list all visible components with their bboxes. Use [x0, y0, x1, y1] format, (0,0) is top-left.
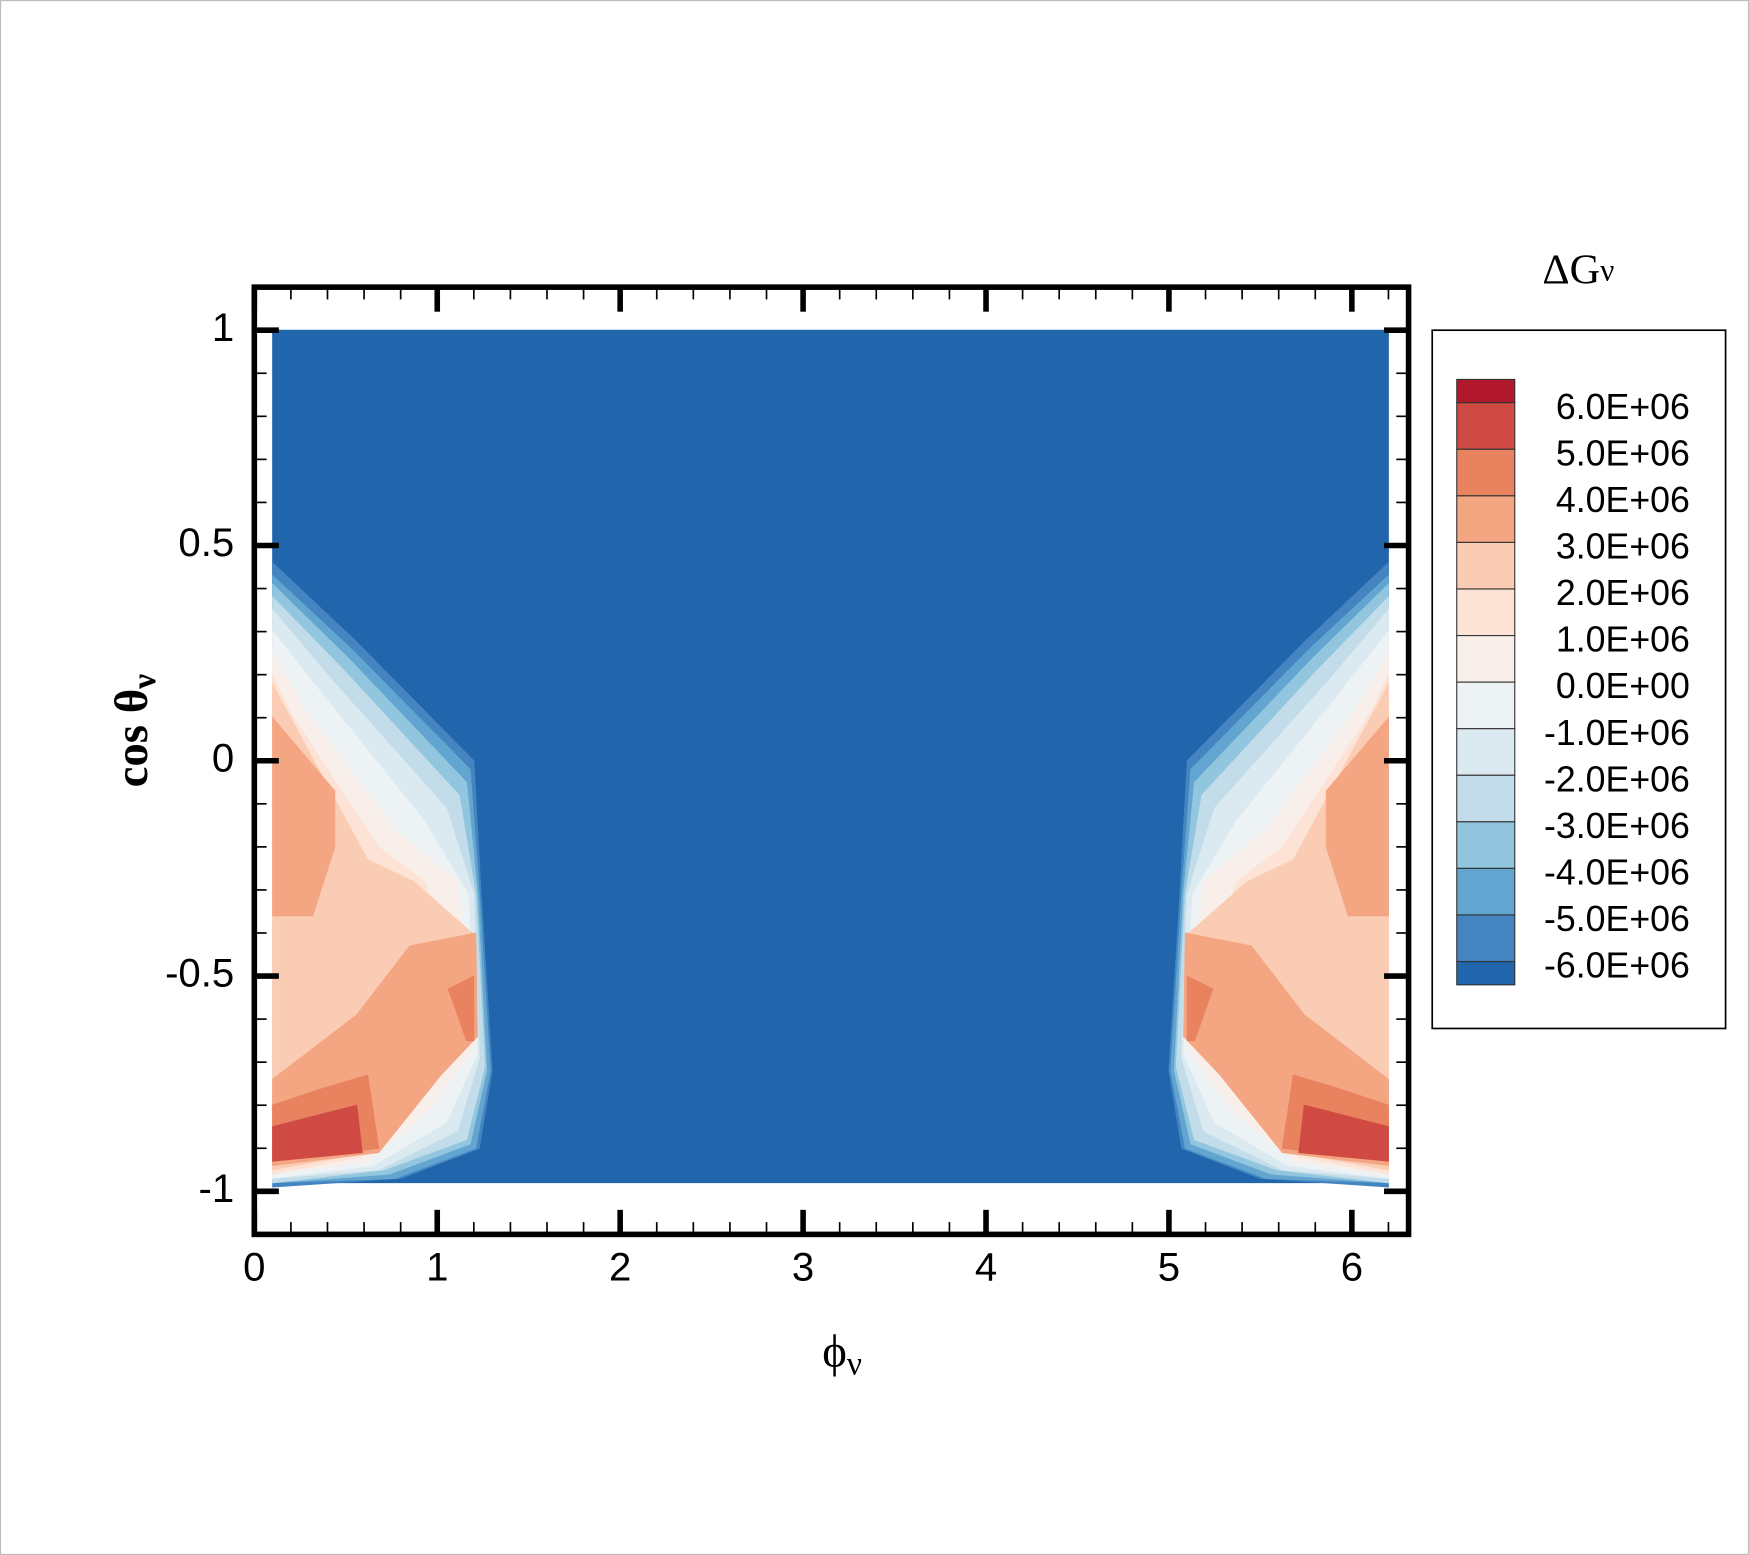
- legend-label: 2.0E+06: [1556, 573, 1690, 613]
- legend-label: 4.0E+06: [1556, 480, 1690, 520]
- legend-label: 3.0E+06: [1556, 527, 1690, 567]
- x-label-sub: ν: [847, 1345, 862, 1382]
- legend-label: -2.0E+06: [1544, 759, 1690, 799]
- colorbar-title: ΔGν: [1542, 246, 1614, 293]
- contour-region: [1325, 716, 1389, 917]
- legend-label: -3.0E+06: [1544, 806, 1690, 846]
- legend-swatch: [1456, 402, 1516, 450]
- legend-swatch: [1456, 635, 1516, 683]
- legend-label: 6.0E+06: [1556, 387, 1690, 427]
- x-tick-label: 1: [426, 1245, 448, 1290]
- legend-swatch: [1456, 378, 1516, 404]
- x-tick-label: 6: [1341, 1245, 1363, 1290]
- contour-region: [272, 716, 336, 917]
- legend-label: -6.0E+06: [1544, 946, 1690, 986]
- x-tick-label: 0: [243, 1245, 265, 1290]
- legend-swatch: [1456, 867, 1516, 916]
- y-label-main: cos θ: [106, 689, 158, 788]
- legend: 6.0E+06 5.0E+06 4.0E+06 3.0E+06 2.0E+06 1.0E+…: [1456, 378, 1690, 986]
- legend-swatch: [1456, 728, 1516, 776]
- legend-label: -1.0E+06: [1544, 713, 1690, 753]
- y-tick-label: 0.5: [178, 520, 234, 565]
- x-tick-label: 3: [792, 1245, 814, 1290]
- legend-label: -4.0E+06: [1544, 853, 1690, 893]
- legend-swatch: [1456, 495, 1516, 543]
- legend-swatch: [1456, 960, 1516, 986]
- y-tick-label: -1: [199, 1166, 235, 1211]
- y-tick-label: 1: [212, 305, 234, 350]
- x-tick-label: 4: [975, 1245, 997, 1290]
- y-label-sub: ν: [126, 674, 163, 690]
- x-label-main: ϕ: [822, 1325, 847, 1377]
- contour-region: [447, 975, 475, 1042]
- legend-swatch: [1456, 914, 1516, 963]
- legend-swatch: [1456, 681, 1516, 730]
- contour-region: [272, 1104, 363, 1162]
- axes: 0 1 2 3 4 5 6 1 0.5 0 -0.5 -1: [165, 284, 1412, 1290]
- legend-label: 5.0E+06: [1556, 433, 1690, 473]
- legend-swatch: [1456, 588, 1516, 637]
- y-tick-label: -0.5: [165, 951, 234, 996]
- contour-region: [1298, 1104, 1389, 1162]
- y-axis-label: cos θν: [106, 674, 163, 788]
- legend-swatch: [1456, 448, 1516, 497]
- colorbar-title-main: ΔG: [1542, 246, 1600, 293]
- legend-swatch: [1456, 821, 1516, 869]
- legend-swatch: [1456, 541, 1516, 590]
- legend-label: 1.0E+06: [1556, 620, 1690, 660]
- x-tick-label: 2: [609, 1245, 631, 1290]
- legend-label: 0.0E+00: [1556, 666, 1690, 706]
- x-axis-label: ϕν: [822, 1325, 862, 1382]
- x-tick-label: 5: [1158, 1245, 1180, 1290]
- colorbar-title-sub: ν: [1600, 252, 1614, 287]
- y-tick-label: 0: [212, 735, 234, 780]
- legend-label: -5.0E+06: [1544, 899, 1690, 939]
- contour-region: [1186, 975, 1214, 1042]
- plot-area: [272, 329, 1389, 1188]
- legend-swatch: [1456, 774, 1516, 823]
